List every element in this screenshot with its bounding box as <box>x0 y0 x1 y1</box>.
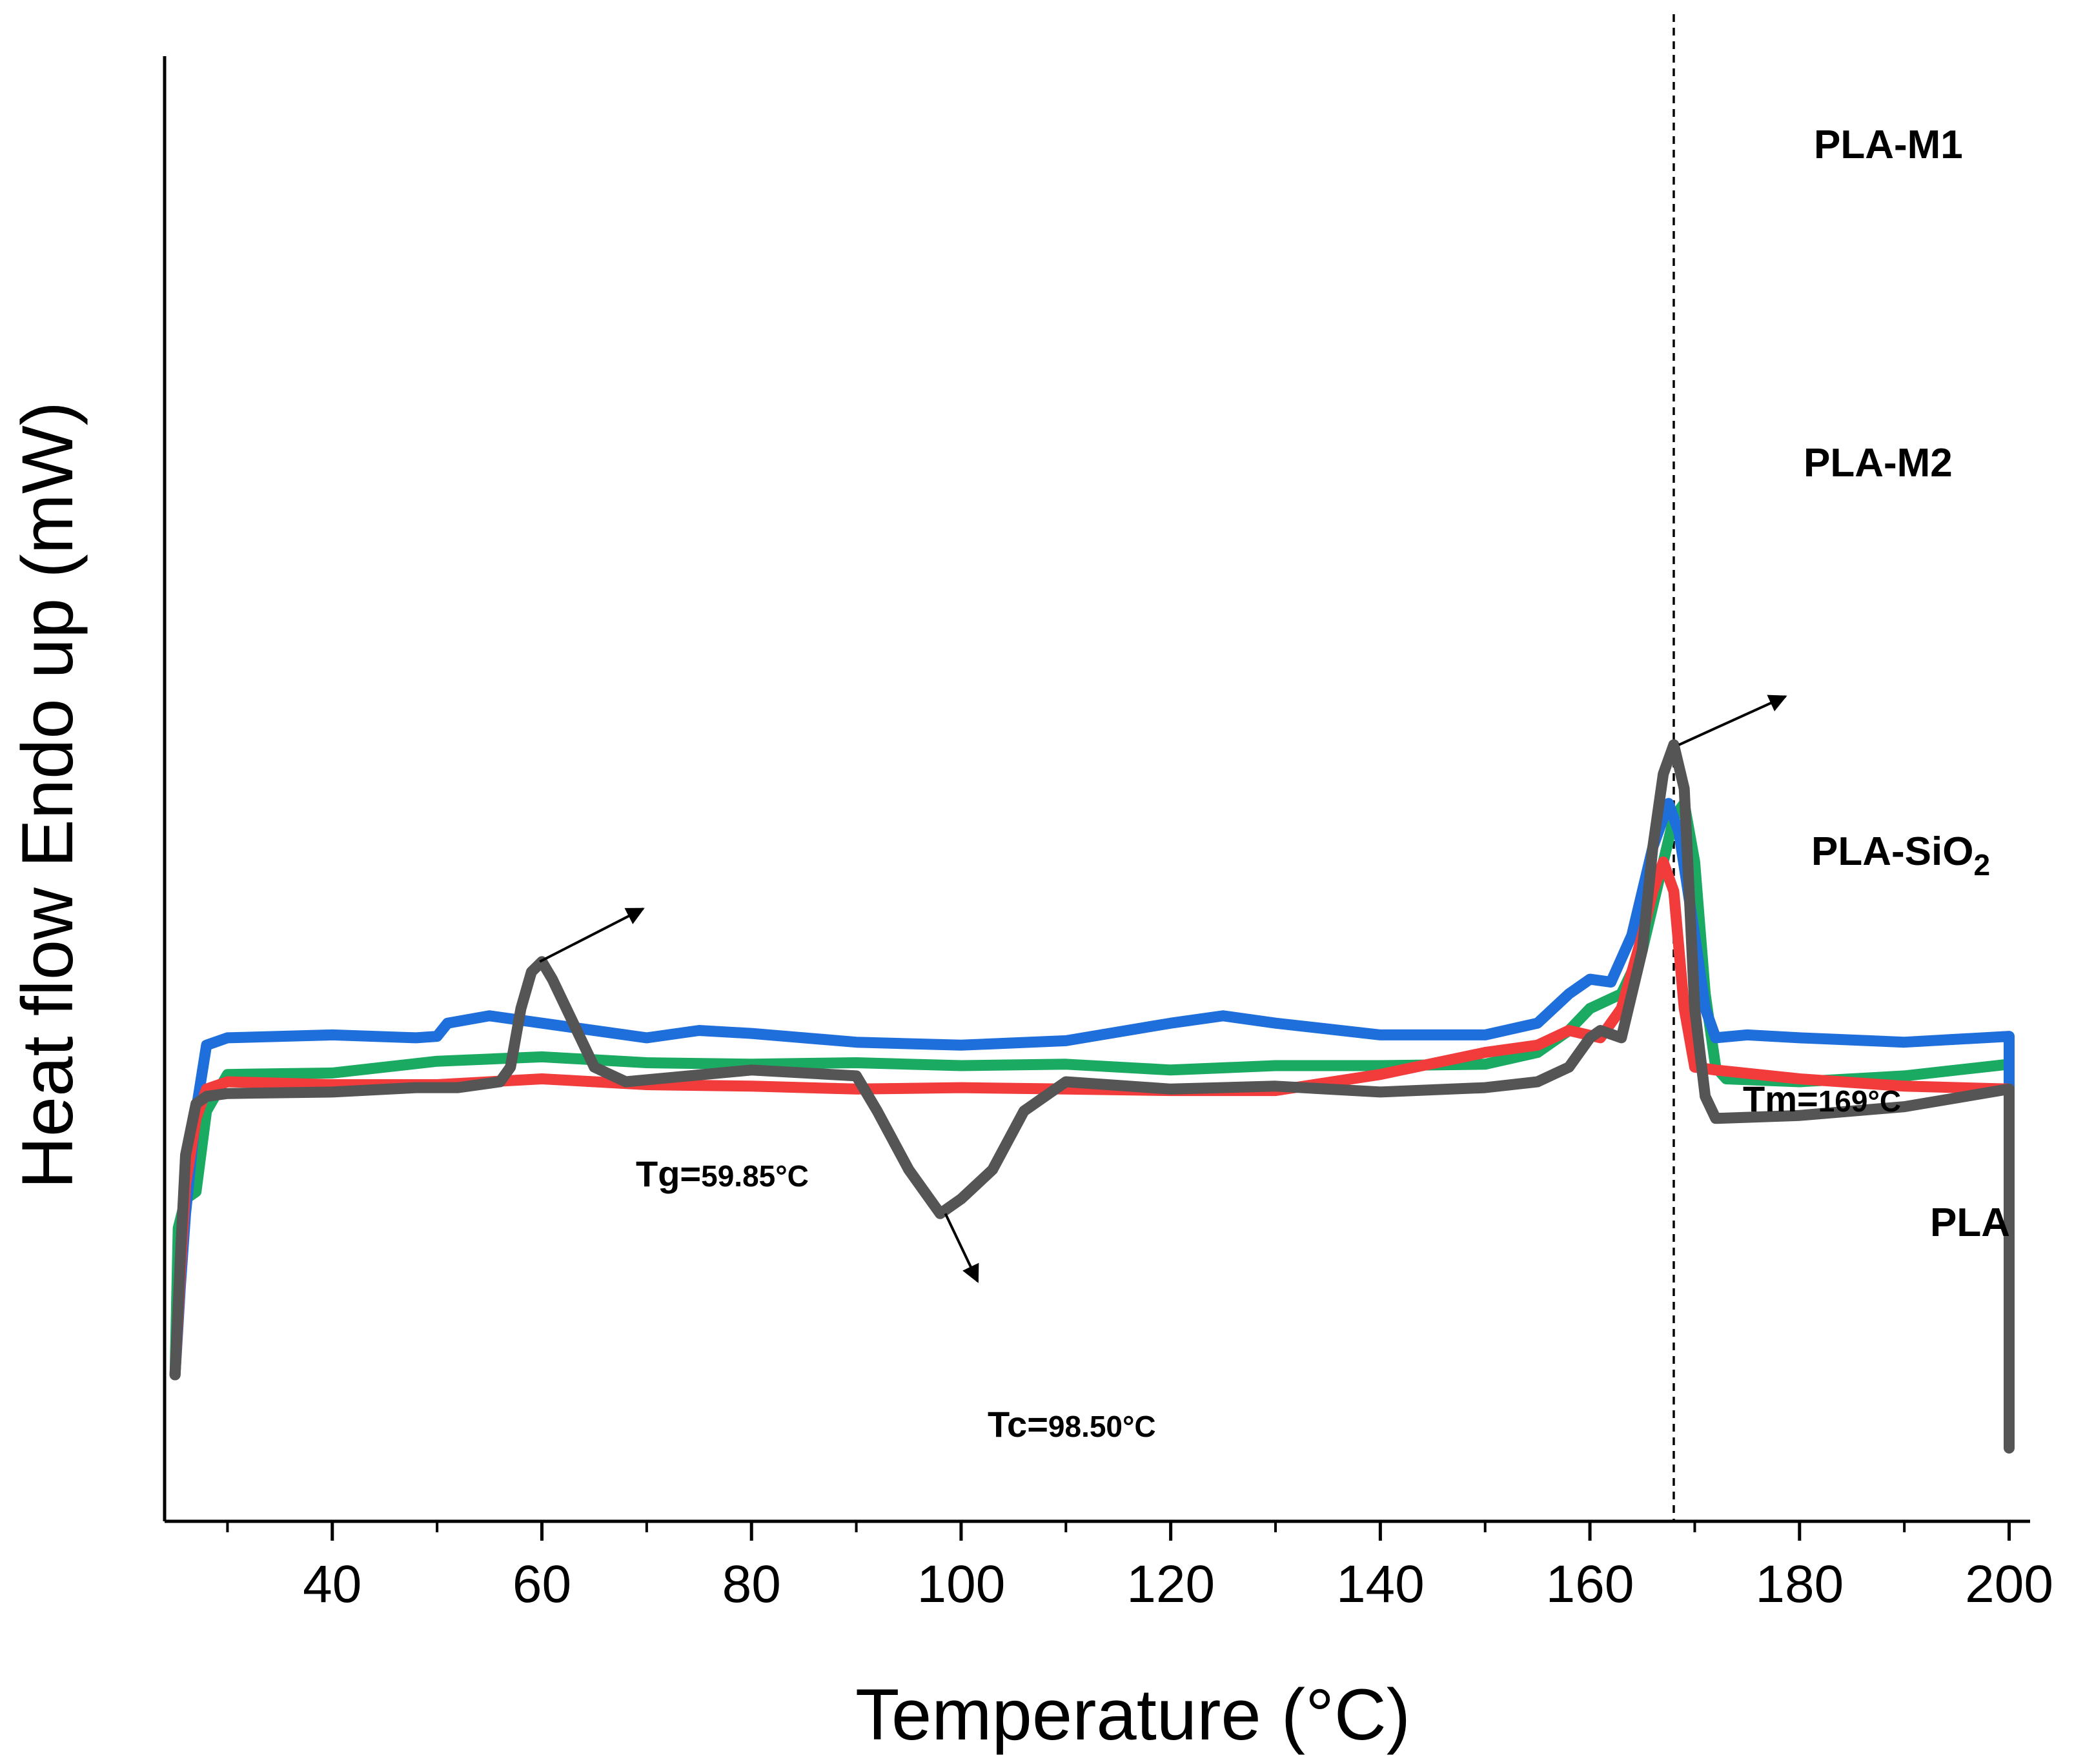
curve-pla-m2 <box>169 798 2015 1403</box>
curves <box>169 739 2015 1454</box>
series-label-pla-sio2-subscript: 2 <box>1973 848 1990 882</box>
x-tick-label: 100 <box>917 1555 1006 1614</box>
annotation-arrow <box>1678 694 1787 746</box>
series-label-pla-sio2-base: PLA-SiO <box>1811 829 1973 874</box>
annotation-tc-symbol: Tc= <box>988 1404 1048 1445</box>
series-label-pla-m2: PLA-M2 <box>1804 441 1953 485</box>
series-label-pla: PLA <box>1930 1201 2010 1245</box>
x-tick-label: 120 <box>1126 1555 1215 1614</box>
x-tick-label: 180 <box>1755 1555 1844 1614</box>
annotation-tm-value: 169°C <box>1818 1084 1901 1118</box>
annotation-tg-symbol: Tg= <box>636 1153 701 1194</box>
curve-pla <box>169 739 2015 1454</box>
annotation-tm: Tm=169°C <box>1743 1079 1901 1119</box>
annotation-arrows <box>539 694 1787 1283</box>
x-tick-label: 160 <box>1546 1555 1634 1614</box>
annotation-tg-value: 59.85°C <box>701 1159 809 1193</box>
series-label-pla-sio2: PLA-SiO2 <box>1811 829 1990 882</box>
curve-pla-m1 <box>169 798 2015 1401</box>
annotation-arrow <box>944 1213 979 1283</box>
x-axis-ticks: 40 60 80 100 120 140 160 180 200 <box>226 1521 2053 1614</box>
annotation-tc-value: 98.50°C <box>1048 1410 1156 1443</box>
series-label-pla-m1: PLA-M1 <box>1814 123 1963 167</box>
x-axis-title: Temperature (°C) <box>855 1674 1410 1755</box>
curve-pla-sio2 <box>169 857 2015 1403</box>
x-tick-label: 60 <box>513 1555 571 1614</box>
x-tick-label: 80 <box>722 1555 781 1614</box>
x-tick-label: 200 <box>1965 1555 2053 1614</box>
x-tick-label: 140 <box>1336 1555 1425 1614</box>
y-axis-title: Heat flow Endo up (mW) <box>7 401 88 1189</box>
annotation-tc: Tc=98.50°C <box>988 1404 1156 1445</box>
annotation-tm-symbol: Tm= <box>1743 1079 1818 1119</box>
annotation-arrow <box>539 907 645 963</box>
x-tick-label: 40 <box>303 1555 361 1614</box>
annotation-tg: Tg=59.85°C <box>636 1153 809 1194</box>
